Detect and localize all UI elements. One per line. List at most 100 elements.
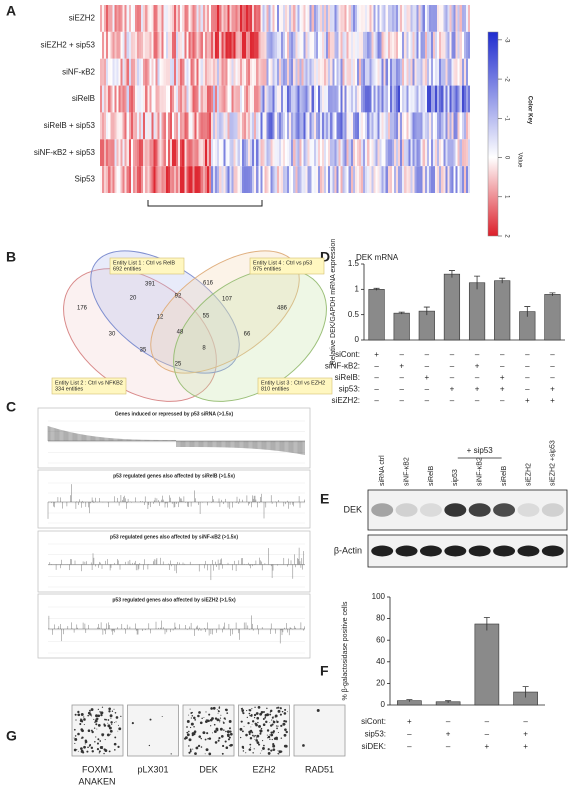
bar [544,294,561,341]
y-tick-label: 60 [376,635,385,644]
colony-well [293,704,346,757]
venn-count: 35 [140,348,147,354]
treatment-sign: – [446,742,451,751]
list-box [257,377,333,395]
treatment-sign: + [399,362,404,371]
venn-count: 92 [175,294,182,300]
treatment-sign: + [550,396,555,405]
treatment-sign: – [485,730,490,739]
venn-count: 176 [77,306,88,312]
treatment-name: siEZH2: [332,396,360,405]
y-tick-label: 20 [376,679,385,688]
treatment-sign: – [550,373,555,382]
blot-band [541,503,564,517]
blot-row-label: β-Actin [334,545,362,555]
treatment-sign: – [425,362,430,371]
heatmap-row [100,31,470,59]
treatment-sign: – [525,350,530,359]
venn-count: 20 [130,296,137,302]
colony-label: EZH2 [252,764,275,774]
treatment-sign: – [450,350,455,359]
colony-well [127,704,179,757]
plot-frame [37,593,311,659]
treatment-name: siRelB: [335,373,360,382]
lane-label: siNF-κB2 [477,457,484,486]
key-label: Value [516,153,522,169]
plot-title: p53 regulated genes also affected by siE… [112,597,236,603]
treatment-sign: – [475,373,480,382]
y-tick-label: 80 [376,614,385,623]
list-count: 334 entities [55,386,83,392]
blot-strip [367,489,568,531]
colony-well [71,704,124,757]
y-axis-label: % β-galactosidase positive cells [342,601,349,700]
treatment-sign: – [500,396,505,405]
venn-count: 8 [202,346,206,352]
colony-sublabel: ANAKEN [78,776,115,786]
bar [494,280,511,341]
y-tick-label: 1.5 [348,259,360,268]
treatment-sign: – [450,396,455,405]
treatment-sign: + [475,385,480,394]
treatment-sign: – [523,717,528,726]
treatment-sign: + [424,373,429,382]
y-tick-label: 1 [355,284,360,293]
y-tick-label: 40 [376,657,385,666]
error-bar [474,275,481,290]
treatment-sign: – [374,362,379,371]
treatment-sign: – [475,396,480,405]
y-tick-label: 0.5 [348,310,360,319]
venn-count: 25 [175,362,182,368]
treatment-sign: – [475,350,480,359]
chart-title: DEK mRNA [356,253,399,262]
panel-label: C [6,399,16,415]
treatment-sign: – [407,742,412,751]
colony-label: FOXM1 [82,764,113,774]
treatment-sign: – [374,396,379,405]
treatment-sign: + [407,717,412,726]
panel-label: G [6,728,17,744]
blot-band [517,503,540,517]
treatment-sign: + [550,385,555,394]
error-bar [406,699,413,702]
treatment-sign: – [399,396,404,405]
lane-label: siRNA ctrl [379,455,386,486]
blot-band [395,545,418,557]
plot-title: p53 regulated genes also affected by siN… [110,534,238,540]
treatment-sign: + [525,396,530,405]
lane-label: sip53 [452,469,459,486]
treatment-sign: – [500,362,505,371]
blot-band [493,545,516,557]
list-box [51,377,127,395]
venn-count: 12 [157,315,164,321]
key-tick-label: 2 [503,234,509,238]
blot-band [395,503,418,517]
treatment-name: sip53: [365,730,386,739]
treatment-name: siNF-κB2: [325,362,360,371]
blot-band [493,503,516,517]
color-key [487,31,499,237]
row-label: siEZH2 + sip53 [41,40,96,49]
colony-label: RAD51 [305,764,334,774]
heatmap-row [100,58,470,86]
treatment-sign: – [425,350,430,359]
lane-label: siEZH2 +sip53 [550,440,557,486]
panel-label: F [320,663,329,679]
venn-count: 66 [244,332,251,338]
plot-frame [37,407,311,469]
panel-label: B [6,249,16,265]
bar [474,623,500,706]
venn-count: 391 [145,282,156,288]
row-label: Sip53 [75,175,96,184]
plot-frame [37,469,311,529]
row-label: siRelB + sip53 [44,121,96,130]
treatment-sign: – [450,362,455,371]
treatment-sign: – [550,362,555,371]
key-tick-label: -1 [503,116,509,122]
bar [393,312,410,341]
blot-band [419,545,442,557]
blot-band [444,503,467,517]
group-label: + sip53 [467,446,494,455]
treatment-sign: + [523,730,528,739]
